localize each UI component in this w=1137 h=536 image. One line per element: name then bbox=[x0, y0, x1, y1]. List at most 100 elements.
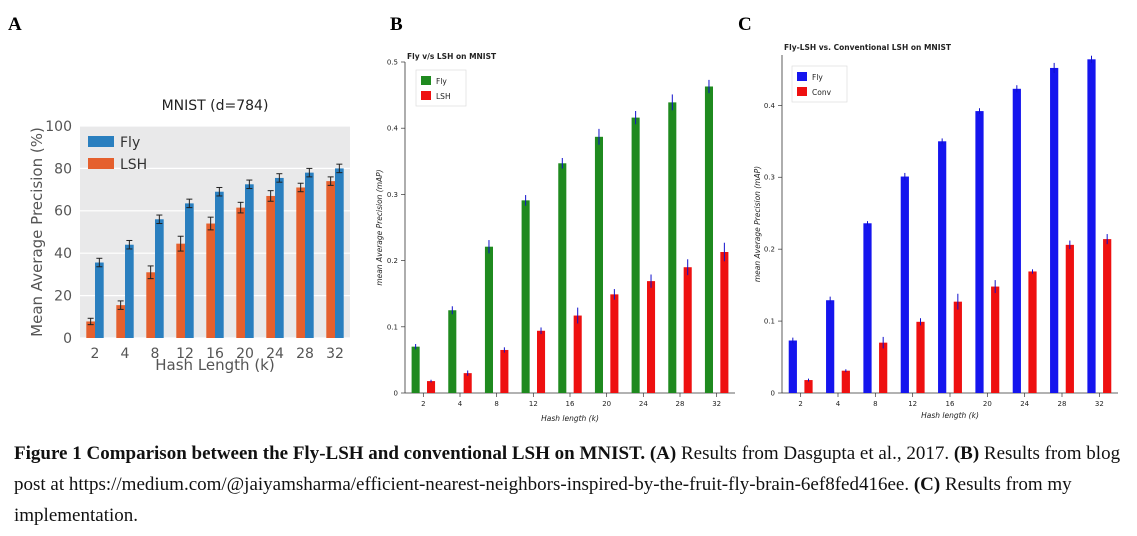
y-tick-label: 80 bbox=[54, 161, 72, 177]
x-tick-label: 28 bbox=[296, 346, 314, 362]
x-tick-label: 32 bbox=[712, 400, 721, 408]
legend-label-fly: Fly bbox=[120, 135, 140, 151]
bar-conv-2 bbox=[804, 380, 813, 393]
bar-lsh-28 bbox=[683, 267, 692, 393]
x-tick-label: 20 bbox=[236, 346, 254, 362]
legend-swatch-fly bbox=[797, 72, 807, 81]
caption-a-text: Results from Dasgupta et al., 2017. bbox=[681, 443, 950, 464]
bar-fly-20 bbox=[975, 111, 984, 393]
y-tick-label: 0.1 bbox=[764, 318, 775, 326]
bar-conv-24 bbox=[1028, 271, 1037, 393]
x-tick-label: 2 bbox=[798, 400, 802, 408]
x-tick-label: 32 bbox=[1095, 400, 1104, 408]
x-tick-label: 4 bbox=[836, 400, 841, 408]
x-tick-label: 12 bbox=[176, 346, 194, 362]
bar-fly-28 bbox=[668, 102, 677, 393]
chart-title: Fly v/s LSH on MNIST bbox=[407, 52, 497, 61]
y-tick-label: 0.3 bbox=[764, 174, 775, 182]
caption-c-text: Results from my implementation. bbox=[14, 474, 1072, 526]
caption-c-label: (C) bbox=[913, 474, 941, 495]
y-tick-label: 60 bbox=[54, 204, 72, 220]
y-tick-label: 0.4 bbox=[764, 102, 776, 110]
x-tick-label: 2 bbox=[91, 346, 100, 362]
bar-conv-4 bbox=[841, 370, 850, 393]
y-tick-label: 0.4 bbox=[387, 125, 399, 133]
x-tick-label: 12 bbox=[908, 400, 917, 408]
y-tick-label: 0.2 bbox=[764, 246, 775, 254]
bar-lsh-2 bbox=[86, 321, 95, 338]
bar-lsh-20 bbox=[236, 207, 245, 338]
bar-lsh-20 bbox=[610, 294, 619, 393]
caption-intro: Figure 1 Comparison between the Fly-LSH … bbox=[14, 443, 646, 464]
y-tick-label: 0 bbox=[63, 331, 72, 347]
bar-fly-32 bbox=[704, 86, 713, 393]
bar-fly-32 bbox=[335, 168, 344, 338]
x-tick-label: 24 bbox=[1020, 400, 1029, 408]
panel-letter-c: C bbox=[738, 14, 752, 35]
bar-fly-4 bbox=[125, 244, 134, 338]
bar-lsh-2 bbox=[427, 381, 436, 393]
bar-lsh-12 bbox=[537, 330, 546, 393]
x-tick-label: 2 bbox=[421, 400, 425, 408]
y-tick-label: 20 bbox=[54, 289, 72, 305]
bar-lsh-8 bbox=[500, 349, 509, 393]
x-tick-label: 4 bbox=[121, 346, 130, 362]
bar-lsh-32 bbox=[326, 181, 335, 338]
bar-lsh-32 bbox=[720, 251, 729, 393]
bar-lsh-4 bbox=[463, 373, 472, 393]
x-axis-label: Hash length (k) bbox=[541, 414, 599, 423]
x-tick-label: 8 bbox=[494, 400, 498, 408]
legend-swatch-conv bbox=[797, 87, 807, 96]
legend-swatch-lsh bbox=[88, 158, 114, 169]
bar-fly-12 bbox=[521, 200, 530, 393]
bar-conv-28 bbox=[1065, 244, 1074, 393]
bar-fly-24 bbox=[275, 177, 284, 338]
bar-fly-2 bbox=[95, 262, 104, 338]
legend-label-lsh: LSH bbox=[436, 92, 451, 101]
bar-lsh-16 bbox=[573, 315, 582, 393]
caption-b-label: (B) bbox=[953, 443, 980, 464]
x-tick-label: 8 bbox=[151, 346, 160, 362]
x-tick-label: 28 bbox=[1058, 400, 1067, 408]
x-tick-label: 12 bbox=[529, 400, 538, 408]
bar-conv-32 bbox=[1103, 239, 1112, 393]
figure-caption: Figure 1 Comparison between the Fly-LSH … bbox=[14, 438, 1124, 531]
bar-fly-20 bbox=[245, 184, 254, 338]
bar-conv-20 bbox=[991, 286, 1000, 393]
bar-fly-28 bbox=[1050, 67, 1059, 394]
y-axis-label: mean Average Precision (mAP) bbox=[375, 169, 384, 285]
y-tick-label: 0.2 bbox=[387, 257, 398, 265]
y-axis-label: mean Average Precision (mAP) bbox=[753, 166, 762, 282]
y-tick-label: 0.1 bbox=[387, 323, 398, 331]
legend-label-lsh: LSH bbox=[120, 157, 147, 173]
bar-fly-28 bbox=[305, 172, 314, 338]
bar-fly-4 bbox=[448, 310, 457, 393]
bar-conv-8 bbox=[879, 342, 888, 393]
legend-label-conv: Conv bbox=[812, 88, 832, 97]
bar-fly-2 bbox=[411, 346, 420, 393]
y-tick-label: 0.5 bbox=[387, 58, 398, 66]
x-tick-label: 8 bbox=[873, 400, 877, 408]
bar-fly-16 bbox=[938, 141, 947, 393]
bar-fly-32 bbox=[1087, 59, 1096, 394]
chart-title: Fly-LSH vs. Conventional LSH on MNIST bbox=[784, 43, 952, 52]
bar-conv-16 bbox=[953, 301, 962, 393]
bar-conv-12 bbox=[916, 321, 925, 393]
x-tick-label: 24 bbox=[639, 400, 648, 408]
x-tick-label: 16 bbox=[566, 400, 575, 408]
y-tick-label: 40 bbox=[54, 246, 72, 262]
legend-swatch-lsh bbox=[421, 91, 431, 100]
y-tick-label: 0 bbox=[394, 389, 398, 397]
x-tick-label: 28 bbox=[676, 400, 685, 408]
bar-lsh-24 bbox=[266, 195, 275, 338]
bar-lsh-28 bbox=[296, 187, 305, 338]
x-axis-label: Hash length (k) bbox=[921, 411, 979, 420]
bar-fly-16 bbox=[215, 191, 224, 338]
bar-lsh-16 bbox=[206, 223, 215, 338]
x-tick-label: 4 bbox=[458, 400, 463, 408]
bar-fly-16 bbox=[558, 163, 567, 393]
x-tick-label: 32 bbox=[326, 346, 344, 362]
plot-area-c bbox=[782, 55, 1118, 393]
legend-swatch-fly bbox=[421, 76, 431, 85]
